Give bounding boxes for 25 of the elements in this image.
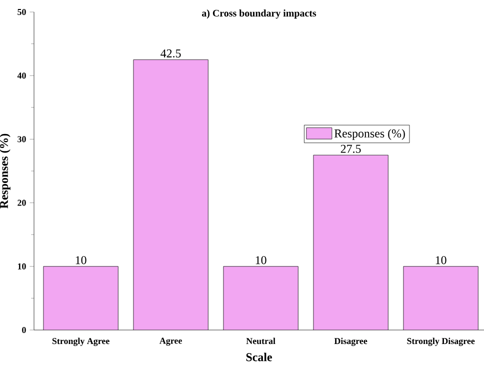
data-label: 10 [76, 256, 86, 264]
y-tick-label: 10 [18, 263, 26, 270]
legend-label: Responses (%) [334, 129, 405, 140]
data-label: 10 [256, 256, 266, 264]
x-axis-title: Scale [246, 352, 272, 362]
chart-title: a) Cross boundary impacts [202, 10, 316, 19]
y-tick-label: 0 [22, 326, 26, 334]
y-tick-label: 40 [17, 72, 26, 79]
data-label: 10 [436, 256, 446, 264]
y-axis-title: Responses (%) [0, 134, 10, 208]
x-tick-label: Neutral [246, 338, 276, 344]
x-tick-label: Strongly Disagree [407, 338, 475, 346]
data-label: 42.5 [160, 49, 181, 58]
x-tick-label: Disagree [334, 338, 368, 346]
y-tick-label: 20 [18, 200, 26, 206]
bar [43, 266, 118, 330]
x-tick-label: Agree [160, 338, 182, 346]
bar [313, 155, 388, 330]
x-tick-label: Strongly Agree [52, 338, 110, 346]
data-label: 27.5 [340, 144, 361, 153]
bar [403, 266, 478, 330]
bar [133, 60, 208, 330]
y-tick-label: 30 [18, 136, 26, 142]
bar [223, 266, 298, 330]
y-tick-label: 50 [18, 8, 26, 16]
